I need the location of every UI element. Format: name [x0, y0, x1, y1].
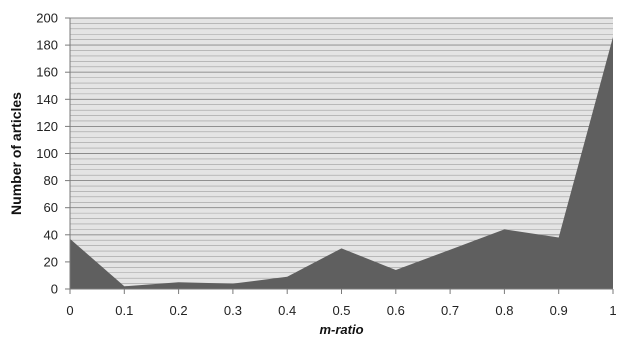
x-tick-label: 0.4 — [278, 303, 296, 318]
series-area — [70, 36, 613, 289]
y-tick-label: 60 — [44, 200, 58, 215]
x-tick-label: 0.3 — [224, 303, 242, 318]
y-tick-label: 0 — [51, 282, 58, 297]
y-tick-label: 160 — [36, 65, 58, 80]
y-tick-label: 120 — [36, 119, 58, 134]
x-tick-label: 0.1 — [115, 303, 133, 318]
axes — [65, 17, 614, 294]
y-tick-label: 180 — [36, 38, 58, 53]
y-axis-tick-labels: 0 20 40 60 80 100 120 140 160 180 200 — [36, 11, 58, 297]
major-gridlines — [70, 17, 613, 290]
y-tick-label: 100 — [36, 146, 58, 161]
y-tick-label: 20 — [44, 254, 58, 269]
y-tick-label: 80 — [44, 173, 58, 188]
x-tick-label: 1 — [609, 303, 616, 318]
x-axis-title: m-ratio — [319, 322, 363, 337]
x-tick-label: 0.8 — [495, 303, 513, 318]
x-axis-tick-labels: 0 0.1 0.2 0.3 0.4 0.5 0.6 0.7 0.8 0.9 1 — [66, 303, 616, 318]
y-tick-label: 140 — [36, 92, 58, 107]
x-tick-label: 0.7 — [441, 303, 459, 318]
y-tick-label: 200 — [36, 11, 58, 26]
x-tick-label: 0.2 — [170, 303, 188, 318]
y-axis-title: Number of articles — [8, 92, 24, 215]
x-tick-label: 0.9 — [550, 303, 568, 318]
x-tick-label: 0.6 — [387, 303, 405, 318]
y-tick-label: 40 — [44, 227, 58, 242]
x-tick-label: 0 — [66, 303, 73, 318]
x-tick-label: 0.5 — [332, 303, 350, 318]
